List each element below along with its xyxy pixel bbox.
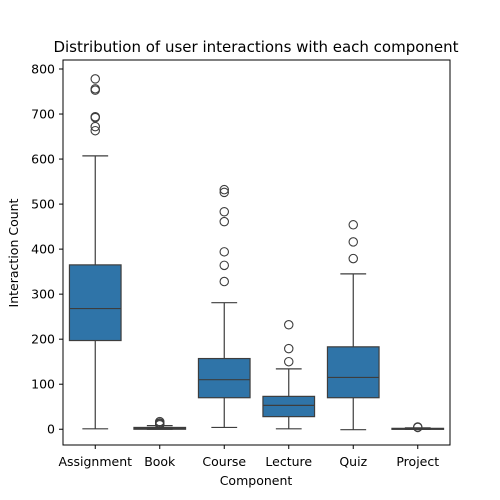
y-axis-label: Interaction Count: [6, 198, 21, 307]
y-tick-label: 400: [31, 242, 55, 257]
y-tick-label: 100: [31, 377, 55, 392]
outlier-quiz: [348, 220, 358, 230]
outlier-course: [219, 216, 230, 227]
y-tick-label: 500: [31, 197, 55, 212]
outlier-course: [219, 206, 230, 217]
y-tick-label: 700: [31, 107, 55, 122]
x-tick-label: Book: [144, 454, 176, 469]
x-tick-label: Quiz: [339, 454, 367, 469]
outlier-project: [412, 422, 423, 432]
chart-title: Distribution of user interactions with e…: [53, 38, 458, 56]
plot-area: 0 100 200 300 400 500 600 700 800 Assignment Book C…: [31, 59, 451, 469]
outlier-course: [219, 247, 230, 257]
outlier-lecture: [283, 356, 294, 367]
box-lecture: [262, 395, 316, 418]
y-tick-label: 0: [47, 422, 55, 437]
y-tick-label: 800: [31, 62, 55, 77]
outlier-assignment: [90, 111, 101, 122]
x-tick-label: Project: [396, 454, 439, 469]
outlier-book: [155, 416, 165, 427]
outlier-course: [219, 276, 230, 287]
x-tick-label: Lecture: [265, 454, 312, 469]
outlier-lecture: [283, 343, 294, 354]
outlier-assignment: [90, 84, 101, 94]
outlier-course: [219, 184, 230, 195]
x-tick-label: Assignment: [58, 454, 132, 469]
outlier-quiz: [348, 253, 358, 264]
outlier-quiz: [348, 237, 358, 247]
x-axis-label: Component: [220, 473, 293, 488]
outlier-assignment: [90, 74, 101, 84]
y-tick-label: 600: [31, 152, 55, 167]
box-assignment: [68, 264, 122, 342]
outlier-course: [219, 187, 230, 198]
box-course: [197, 357, 251, 399]
outlier-assignment: [90, 125, 101, 136]
outlier-course: [219, 260, 230, 271]
box-quiz: [326, 346, 380, 399]
y-tick-label: 200: [31, 332, 55, 347]
outlier-assignment: [90, 121, 101, 132]
outlier-lecture: [283, 320, 294, 330]
x-tick-label: Course: [202, 454, 246, 469]
y-tick-label: 300: [31, 287, 55, 302]
axes-frame: [62, 59, 451, 446]
